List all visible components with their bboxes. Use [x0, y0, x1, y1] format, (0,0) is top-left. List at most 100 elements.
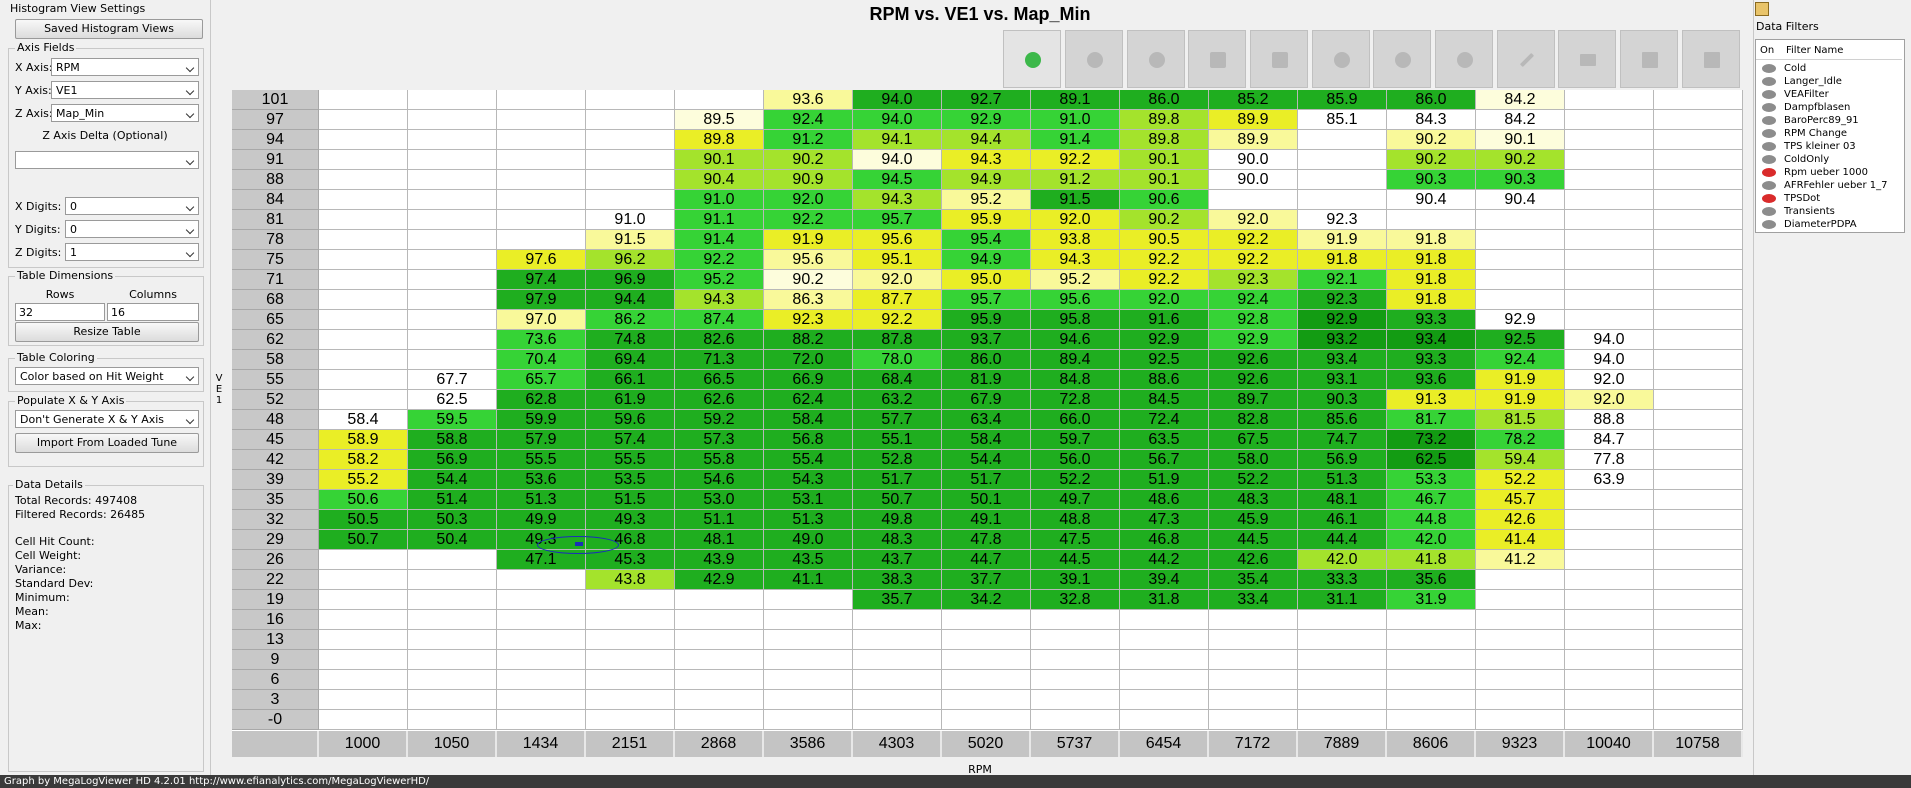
filter-row[interactable]: Transients: [1756, 205, 1902, 218]
table-cell: [1387, 630, 1476, 650]
table-cell: 95.6: [764, 250, 853, 270]
filter-toggle[interactable]: [1762, 142, 1776, 151]
refresh-button[interactable]: [1003, 30, 1061, 88]
detail-line: Variance:: [15, 563, 67, 576]
filter-row[interactable]: DiameterPDPA: [1756, 218, 1902, 231]
table-cell: [1565, 490, 1654, 510]
tool-button[interactable]: [1312, 30, 1370, 88]
tool-button[interactable]: [1065, 30, 1123, 88]
table-cell: [1654, 590, 1743, 610]
table-cell: 95.8: [1031, 310, 1120, 330]
x-axis-select[interactable]: RPM: [51, 58, 199, 76]
populate-select[interactable]: Don't Generate X & Y Axis: [15, 410, 199, 428]
table-cell: 44.5: [1209, 530, 1298, 550]
detail-line: Mean:: [15, 605, 49, 618]
resize-button[interactable]: Resize Table: [15, 322, 199, 342]
tool-button[interactable]: [1682, 30, 1740, 88]
filter-toggle[interactable]: [1762, 129, 1776, 138]
filter-row[interactable]: TPS kleiner 03: [1756, 140, 1902, 153]
filter-toggle[interactable]: [1762, 194, 1776, 203]
filter-name: Transients: [1784, 206, 1835, 217]
filter-toggle[interactable]: [1762, 155, 1776, 164]
filter-row[interactable]: BaroPerc89_91: [1756, 114, 1902, 127]
rows-input[interactable]: 32: [15, 303, 105, 321]
filter-row[interactable]: AFRFehler ueber 1_7: [1756, 179, 1902, 192]
table-cell: [408, 150, 497, 170]
column-label: 8606: [1387, 731, 1476, 757]
tool-button[interactable]: [1373, 30, 1431, 88]
table-cell: 90.4: [1476, 190, 1565, 210]
table-cell: [1476, 710, 1565, 730]
filter-row[interactable]: Langer_Idle: [1756, 75, 1902, 88]
y-axis-select[interactable]: VE1: [51, 81, 199, 99]
tool-button[interactable]: [1620, 30, 1678, 88]
tool-button[interactable]: [1250, 30, 1308, 88]
tool-button[interactable]: [1558, 30, 1616, 88]
import-button[interactable]: Import From Loaded Tune: [15, 433, 199, 453]
table-cell: 47.5: [1031, 530, 1120, 550]
table-cell: 35.7: [853, 590, 942, 610]
filter-row[interactable]: VEAFilter: [1756, 88, 1902, 101]
filter-name: Dampfblasen: [1784, 102, 1851, 113]
table-cell: [497, 130, 586, 150]
filter-toggle[interactable]: [1762, 220, 1776, 229]
x-digits-select[interactable]: 0: [65, 197, 199, 215]
z-axis-select[interactable]: Map_Min: [51, 104, 199, 122]
table-cell: [1476, 270, 1565, 290]
saved-views-button[interactable]: Saved Histogram Views: [15, 19, 203, 39]
filter-row[interactable]: TPSDot: [1756, 192, 1902, 205]
table-cell: 90.4: [1387, 190, 1476, 210]
filter-row[interactable]: RPM Change: [1756, 127, 1902, 140]
table-cell: 45.3: [586, 550, 675, 570]
table-cell: [1654, 530, 1743, 550]
table-cell: 91.6: [1120, 310, 1209, 330]
filter-toggle[interactable]: [1762, 116, 1776, 125]
filter-row[interactable]: Dampfblasen: [1756, 101, 1902, 114]
table-cell: 88.8: [1565, 410, 1654, 430]
table-cell: [1565, 150, 1654, 170]
column-label: 7889: [1298, 731, 1387, 757]
filter-toggle[interactable]: [1762, 77, 1776, 86]
table-cell: 58.4: [764, 410, 853, 430]
table-cell: 89.8: [675, 130, 764, 150]
table-cell: 93.4: [1298, 350, 1387, 370]
filter-toggle[interactable]: [1762, 181, 1776, 190]
table-cell: 52.2: [1209, 470, 1298, 490]
tool-button[interactable]: [1435, 30, 1493, 88]
table-cell: 63.9: [1565, 470, 1654, 490]
table-cell: [1654, 150, 1743, 170]
z-digits-select[interactable]: 1: [65, 243, 199, 261]
table-cell: 94.6: [1031, 330, 1120, 350]
table-cell: [319, 610, 408, 630]
table-cell: 63.4: [942, 410, 1031, 430]
filter-row[interactable]: Cold: [1756, 62, 1902, 75]
table-cell: 52.2: [1476, 470, 1565, 490]
filter-row[interactable]: ColdOnly: [1756, 153, 1902, 166]
tool-button[interactable]: [1127, 30, 1185, 88]
table-cell: 91.9: [1476, 390, 1565, 410]
detail-line: Filtered Records: 26485: [15, 508, 146, 521]
table-cell: 91.4: [675, 230, 764, 250]
coloring-select[interactable]: Color based on Hit Weight: [15, 367, 199, 385]
columns-input[interactable]: 16: [107, 303, 199, 321]
z-delta-select[interactable]: [15, 151, 199, 169]
filter-toggle[interactable]: [1762, 168, 1776, 177]
table-cell: 93.3: [1387, 350, 1476, 370]
y-axis-label: VE1: [215, 373, 223, 406]
table-cell: [764, 670, 853, 690]
y-digits-select[interactable]: 0: [65, 220, 199, 238]
detail-line: Cell Hit Count:: [15, 535, 95, 548]
filter-toggle[interactable]: [1762, 207, 1776, 216]
table-cell: 66.0: [1031, 410, 1120, 430]
filter-toggle[interactable]: [1762, 103, 1776, 112]
table-cell: 48.6: [1120, 490, 1209, 510]
tool-button[interactable]: [1188, 30, 1246, 88]
table-cell: 44.7: [942, 550, 1031, 570]
filter-toggle[interactable]: [1762, 64, 1776, 73]
filter-toggle[interactable]: [1762, 90, 1776, 99]
filters-header: [1756, 43, 1902, 60]
filter-row[interactable]: Rpm ueber 1000: [1756, 166, 1902, 179]
tool-button[interactable]: [1497, 30, 1555, 88]
table-cell: 56.9: [1298, 450, 1387, 470]
edit-icon[interactable]: [1755, 2, 1769, 16]
